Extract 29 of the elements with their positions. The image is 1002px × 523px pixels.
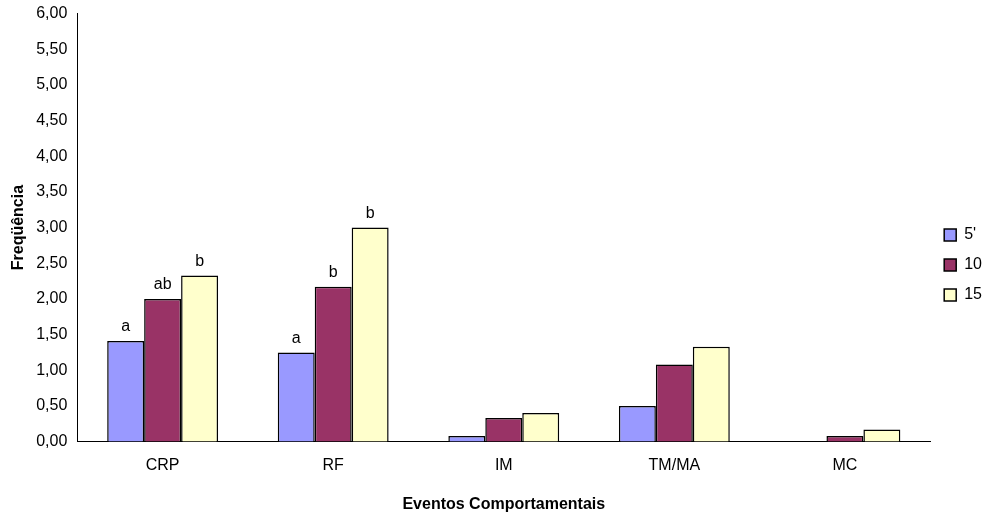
y-tick-label: 3,50	[36, 182, 68, 200]
y-tick-label: 5,50	[36, 39, 68, 57]
x-tick-label: RF	[322, 455, 345, 473]
data-label: a	[291, 328, 301, 346]
data-label: b	[328, 263, 338, 281]
legend-label: 5'	[964, 225, 977, 243]
y-tick-label: 6,00	[36, 4, 68, 22]
data-label: ab	[153, 275, 172, 293]
y-axis-title: Freqüência	[9, 184, 27, 271]
data-label: a	[121, 317, 131, 335]
y-tick-label: 1,50	[36, 325, 68, 343]
y-tick-label: 2,50	[36, 253, 68, 271]
x-axis-title: Eventos Comportamentais	[402, 494, 606, 512]
y-tick-label: 0,50	[36, 396, 68, 414]
y-tick-label: 0,00	[36, 432, 68, 450]
y-tick-label: 1,00	[36, 360, 68, 378]
x-tick-label: TM/MA	[648, 455, 701, 473]
data-label: b	[195, 251, 205, 269]
y-tick-label: 2,00	[36, 289, 68, 307]
y-tick-label: 4,50	[36, 111, 68, 129]
legend-label: 10	[964, 255, 983, 273]
y-tick-label: 4,00	[36, 146, 68, 164]
x-tick-label: MC	[832, 455, 858, 473]
data-label: b	[365, 204, 375, 222]
legend-label: 15	[964, 285, 983, 303]
y-tick-label: 5,00	[36, 75, 68, 93]
x-tick-label: CRP	[145, 455, 180, 473]
y-tick-label: 3,00	[36, 218, 68, 236]
x-tick-label: IM	[494, 455, 513, 473]
